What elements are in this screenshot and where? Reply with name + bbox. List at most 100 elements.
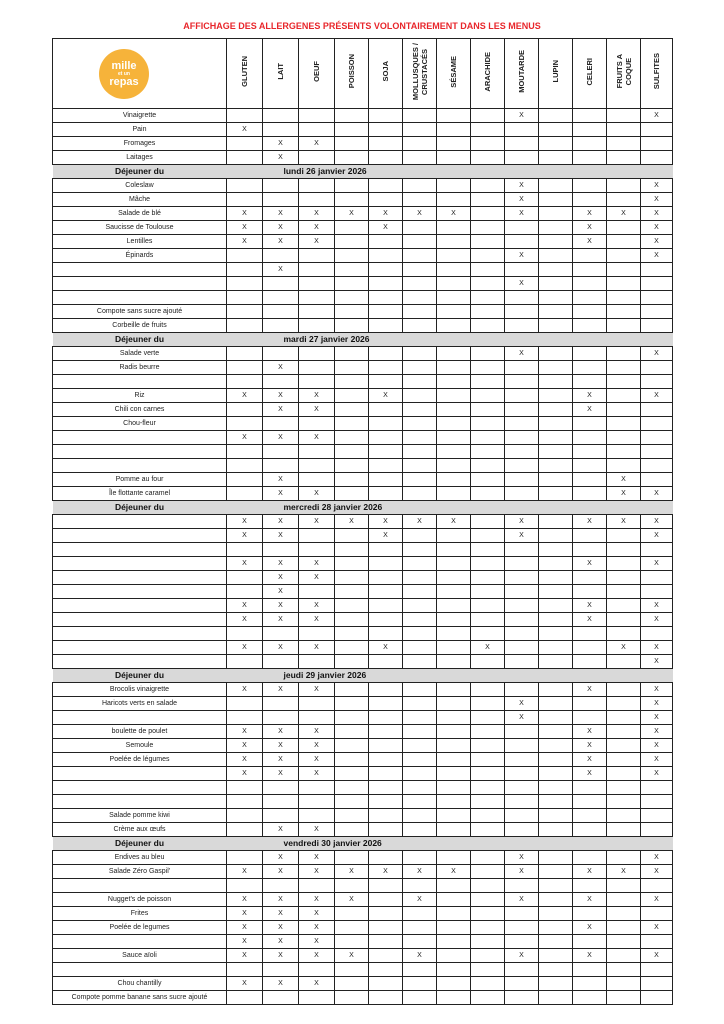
allergen-cell	[262, 654, 299, 669]
allergen-cell	[368, 696, 403, 711]
allergen-cell	[436, 220, 471, 235]
table-row: Corbeille de fruits	[52, 318, 673, 333]
allergen-cell	[538, 976, 573, 991]
table-row	[52, 878, 673, 893]
allergen-cell	[402, 192, 437, 207]
dish-label: Fromages	[52, 136, 227, 151]
allergen-cell	[368, 710, 403, 725]
allergen-cell: X	[334, 892, 369, 907]
allergen-cell	[470, 710, 505, 725]
allergen-cell	[226, 374, 263, 389]
allergen-cell: X	[262, 892, 299, 907]
allergen-cell	[504, 304, 539, 319]
allergen-cell	[606, 276, 641, 291]
allergen-cell: X	[298, 892, 335, 907]
allergen-cell	[606, 990, 641, 1005]
allergen-cell	[606, 402, 641, 417]
allergen-cell	[368, 486, 403, 501]
allergen-cell	[470, 976, 505, 991]
allergen-cell	[470, 864, 505, 879]
allergen-cell	[572, 318, 607, 333]
allergen-cell	[640, 458, 673, 473]
allergen-cell: X	[368, 528, 403, 543]
allergen-cell	[262, 178, 299, 193]
allergen-cell	[298, 878, 335, 893]
allergen-cell	[334, 696, 369, 711]
allergen-cell: X	[298, 514, 335, 529]
allergen-cell: X	[226, 234, 263, 249]
allergen-cell	[298, 794, 335, 809]
table-row: X	[52, 262, 673, 277]
allergen-cell	[504, 290, 539, 305]
allergen-cell: X	[640, 388, 673, 403]
dish-label: Haricots verts en salade	[52, 696, 227, 711]
allergen-cell	[436, 654, 471, 669]
column-header: MOLLUSQUES / CRUSTACÉS	[402, 38, 437, 109]
allergen-cell	[538, 304, 573, 319]
allergen-cell	[402, 962, 437, 977]
allergen-cell	[606, 528, 641, 543]
allergen-cell	[606, 626, 641, 641]
allergen-cell: X	[504, 276, 539, 291]
allergen-cell	[226, 780, 263, 795]
allergen-cell	[640, 780, 673, 795]
allergen-cell: X	[298, 724, 335, 739]
column-header-label: MOUTARDE	[517, 50, 526, 93]
allergen-cell	[640, 934, 673, 949]
allergen-cell	[470, 108, 505, 123]
allergen-cell: X	[226, 598, 263, 613]
allergen-cell: X	[298, 948, 335, 963]
allergen-cell: X	[226, 220, 263, 235]
allergen-cell	[572, 472, 607, 487]
allergen-cell	[402, 640, 437, 655]
allergen-cell	[606, 430, 641, 445]
allergen-cell	[538, 934, 573, 949]
allergen-cell: X	[640, 346, 673, 361]
dish-label: Semoule	[52, 738, 227, 753]
allergen-cell	[538, 388, 573, 403]
allergen-cell	[334, 220, 369, 235]
allergen-cell	[538, 444, 573, 459]
allergen-cell	[436, 416, 471, 431]
allergen-cell	[402, 108, 437, 123]
allergen-cell	[572, 878, 607, 893]
allergen-cell: X	[640, 682, 673, 697]
section-date: mercredi 28 janvier 2026	[226, 500, 673, 515]
allergen-cell: X	[368, 388, 403, 403]
allergen-cell	[640, 962, 673, 977]
allergen-cell: X	[226, 934, 263, 949]
allergen-cell	[226, 990, 263, 1005]
allergen-cell	[538, 990, 573, 1005]
allergen-cell	[504, 934, 539, 949]
allergen-cell	[298, 458, 335, 473]
allergen-cell: X	[606, 864, 641, 879]
allergen-cell	[606, 234, 641, 249]
dish-label: Saucisse de Toulouse	[52, 220, 227, 235]
allergen-cell: X	[262, 766, 299, 781]
allergen-cell: X	[640, 640, 673, 655]
allergen-cell	[504, 402, 539, 417]
allergen-cell	[504, 780, 539, 795]
allergen-cell	[538, 150, 573, 165]
allergen-cell: X	[226, 556, 263, 571]
allergen-cell	[538, 374, 573, 389]
allergen-cell	[572, 108, 607, 123]
allergen-cell	[606, 808, 641, 823]
allergen-cell	[606, 948, 641, 963]
allergen-cell	[538, 654, 573, 669]
allergen-cell	[538, 248, 573, 263]
allergen-cell	[538, 808, 573, 823]
allergen-cell	[504, 752, 539, 767]
allergen-cell	[262, 878, 299, 893]
column-header-label: SULFITES	[652, 53, 661, 90]
allergen-cell: X	[262, 948, 299, 963]
allergen-cell	[436, 584, 471, 599]
table-row: Salade pomme kiwi	[52, 808, 673, 823]
allergen-cell	[368, 192, 403, 207]
allergen-cell	[262, 304, 299, 319]
allergen-cell	[606, 542, 641, 557]
allergen-cell	[504, 150, 539, 165]
allergen-cell	[226, 416, 263, 431]
